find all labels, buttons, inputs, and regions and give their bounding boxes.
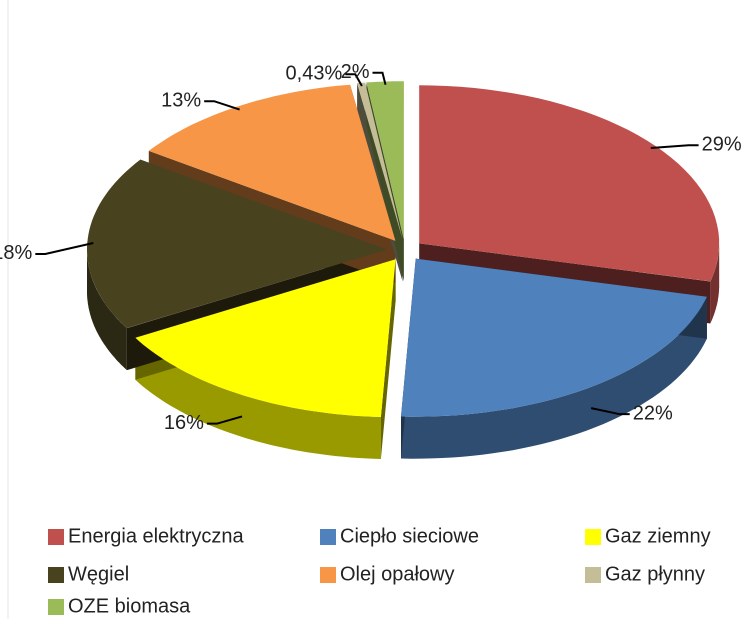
data-label: 0,43% xyxy=(286,62,343,84)
legend-label: Energia elektryczna xyxy=(68,525,245,547)
legend-label: Węgiel xyxy=(68,563,129,585)
legend-label: Olej opałowy xyxy=(340,563,455,585)
legend-swatch xyxy=(320,529,336,545)
leader-line xyxy=(372,71,387,85)
slice-side xyxy=(135,337,381,459)
legend-swatch xyxy=(48,599,64,615)
slice xyxy=(401,258,707,417)
slice xyxy=(366,81,404,240)
data-label: 29% xyxy=(702,133,742,155)
data-label: 16% xyxy=(164,412,204,434)
slice xyxy=(357,82,403,240)
data-label: 22% xyxy=(633,402,673,424)
legend-swatch xyxy=(48,567,64,583)
legend-swatch xyxy=(320,567,336,583)
leader-line xyxy=(206,415,243,425)
slice xyxy=(419,85,720,282)
legend-label: OZE biomasa xyxy=(68,595,191,617)
slice-side xyxy=(87,249,127,371)
legend-label: Gaz ziemny xyxy=(605,525,711,547)
slice xyxy=(148,84,396,241)
legend-swatch xyxy=(585,567,601,583)
leader-line xyxy=(590,407,630,416)
leader-line xyxy=(650,144,699,149)
slice-wall xyxy=(380,259,396,460)
leader-line xyxy=(345,73,363,87)
legend-label: Ciepło sieciowe xyxy=(340,525,479,547)
legend-swatch xyxy=(585,529,601,545)
data-label: 13% xyxy=(161,90,201,112)
leader-line xyxy=(204,100,240,111)
slice-side xyxy=(401,296,707,459)
slice xyxy=(87,159,388,329)
data-label: 2% xyxy=(341,61,370,83)
data-label: 18% xyxy=(0,242,33,264)
legend-swatch xyxy=(48,529,64,545)
slice-side xyxy=(710,243,720,324)
slice xyxy=(135,259,396,417)
leader-line xyxy=(35,242,94,255)
legend-label: Gaz płynny xyxy=(605,563,705,585)
slice-tops xyxy=(87,81,720,417)
